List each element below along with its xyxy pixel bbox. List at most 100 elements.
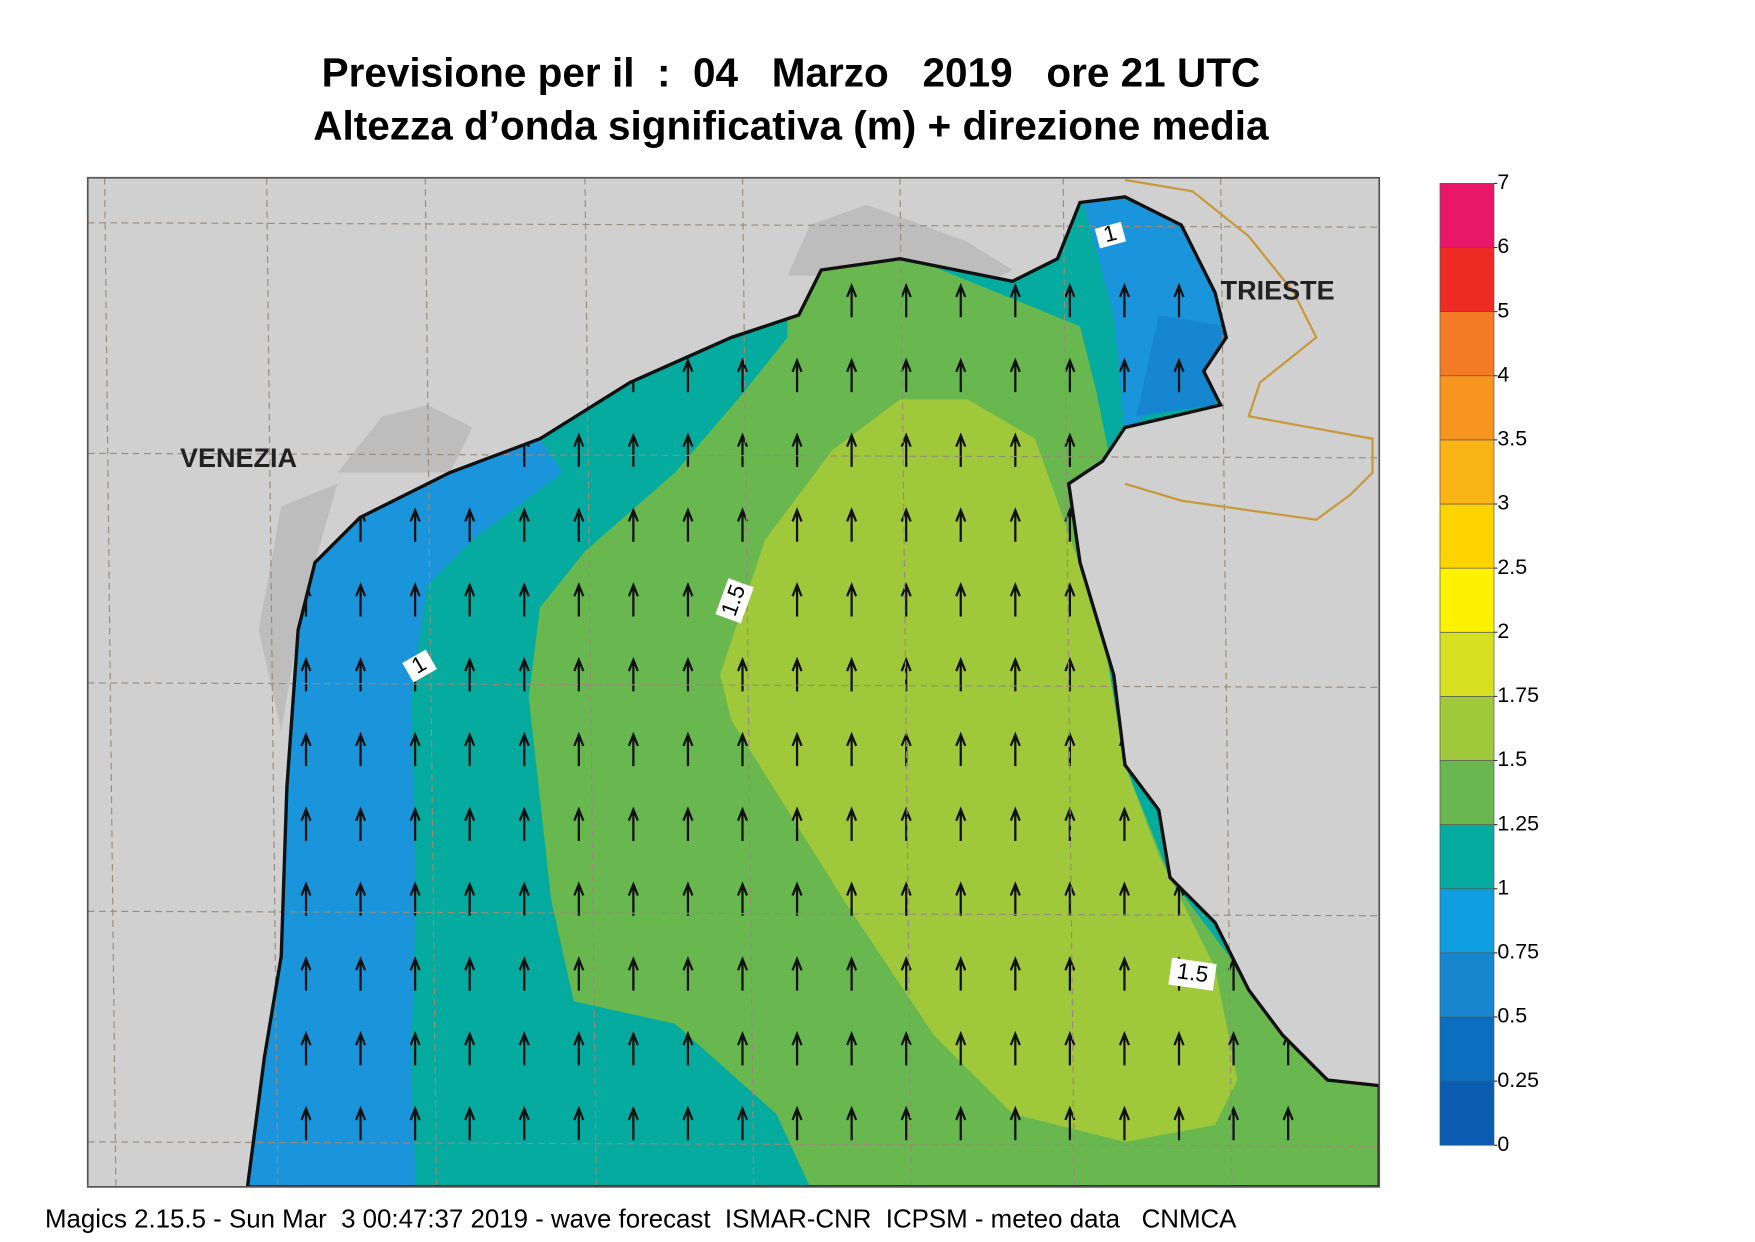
- arrow: [518, 1105, 530, 1141]
- arrow: [573, 432, 585, 467]
- arrow: [1064, 282, 1076, 318]
- arrow: [791, 956, 803, 991]
- title: Previsione per il : 04 Marzo 2019 ore 21…: [322, 50, 1261, 96]
- arrow: [573, 1030, 585, 1066]
- colorbar-label: 0.25: [1497, 1068, 1539, 1092]
- arrow: [1009, 581, 1021, 617]
- border: [1124, 178, 1374, 521]
- arrow: [846, 806, 858, 841]
- colorbar-label: 3.5: [1497, 427, 1527, 451]
- arrow: [409, 507, 421, 542]
- colorbar-label: 4: [1497, 362, 1509, 386]
- arrow: [791, 731, 803, 767]
- arrow: [1118, 357, 1130, 393]
- arrow: [1009, 956, 1021, 991]
- colorbar-band: [1439, 439, 1495, 505]
- colorbar-band: [1439, 696, 1495, 761]
- arrow: [464, 581, 476, 617]
- arrow: [955, 357, 967, 393]
- arrow: [955, 581, 967, 617]
- arrow: [791, 357, 803, 393]
- arrow: [409, 731, 421, 767]
- arrow: [1173, 282, 1185, 318]
- arrow: [518, 507, 530, 542]
- colorbar-band: [1439, 760, 1495, 825]
- arrow: [464, 731, 476, 767]
- arrow: [1009, 282, 1021, 318]
- arrow: [846, 1030, 858, 1066]
- arrow: [464, 806, 476, 841]
- arrow: [464, 1030, 476, 1066]
- colorbar-band: [1439, 503, 1495, 569]
- arrow: [791, 432, 803, 467]
- colorbar-band: [1439, 375, 1495, 441]
- arrow: [573, 956, 585, 991]
- arrow: [355, 656, 367, 692]
- contour-labels: 1 1.5 1 1.5: [402, 220, 1217, 991]
- arrow: [409, 806, 421, 841]
- arrow: [1118, 881, 1130, 916]
- arrow: [627, 432, 639, 467]
- arrow: [1064, 881, 1076, 916]
- footer: Magics 2.15.5 - Sun Mar 3 00:47:37 2019 …: [45, 1205, 1237, 1233]
- arrow: [573, 806, 585, 841]
- arrow: [955, 1105, 967, 1141]
- arrow: [682, 806, 694, 841]
- arrow: [846, 507, 858, 542]
- arrow: [300, 1105, 312, 1141]
- arrow: [1009, 432, 1021, 467]
- arrow: [682, 656, 694, 692]
- colorbar-label: 1.75: [1497, 683, 1539, 707]
- arrow: [1064, 581, 1076, 617]
- arrow: [736, 656, 749, 692]
- arrow: [900, 581, 912, 617]
- arrow: [682, 881, 694, 916]
- arrow: [518, 806, 530, 841]
- colorbar-label: 2.5: [1497, 555, 1527, 579]
- arrow: [846, 1105, 858, 1141]
- arrow: [736, 806, 749, 841]
- arrow: [846, 581, 858, 617]
- grid-line: [87, 682, 1380, 688]
- arrow: [955, 282, 967, 318]
- colorbar-band: [1439, 824, 1495, 890]
- contour-label: 1.5: [1175, 958, 1209, 987]
- arrow: [573, 507, 585, 542]
- colorbar-label: 5: [1497, 298, 1509, 322]
- arrow: [682, 956, 694, 991]
- arrow: [409, 1105, 421, 1141]
- arrow: [300, 881, 312, 916]
- arrow: [1009, 881, 1021, 916]
- arrow: [791, 881, 803, 916]
- arrow: [355, 881, 367, 916]
- arrow: [791, 806, 803, 841]
- arrow: [1118, 806, 1130, 841]
- arrow: [846, 656, 858, 692]
- map: VENEZIA TRIESTE 1 1.5 1 1.5: [87, 177, 1380, 1187]
- arrow: [791, 507, 803, 542]
- colorbar-band: [1439, 1016, 1495, 1082]
- arrow: [1173, 357, 1185, 393]
- map-frame: [86, 176, 1381, 1188]
- colorbar-band: [1439, 183, 1495, 248]
- arrow: [1009, 806, 1021, 841]
- label-box: [1168, 957, 1217, 991]
- arrow: [1064, 1105, 1076, 1141]
- arrow: [464, 956, 476, 991]
- arrow: [409, 956, 421, 991]
- colorbar-band: [1439, 311, 1495, 377]
- arrow: [627, 507, 639, 542]
- label-box: [402, 649, 437, 683]
- colorbar-label: 0: [1497, 1132, 1509, 1156]
- grid-line: [87, 222, 1380, 228]
- arrow: [736, 881, 749, 916]
- colorbar-label: 1.25: [1497, 811, 1539, 835]
- arrow: [355, 731, 367, 767]
- arrow: [1009, 507, 1021, 542]
- arrow: [736, 1105, 749, 1141]
- arrow: [736, 507, 749, 542]
- arrow: [900, 881, 912, 916]
- arrow: [464, 881, 476, 916]
- arrow: [518, 881, 530, 916]
- arrow: [1064, 357, 1076, 393]
